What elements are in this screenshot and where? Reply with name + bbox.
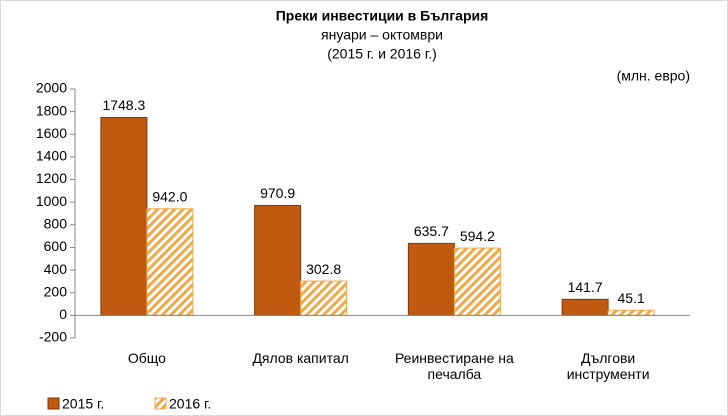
- chart-subtitle: (2015 г. и 2016 г.): [327, 46, 437, 62]
- y-tick-label: -200: [39, 329, 67, 345]
- bar: [254, 204, 302, 316]
- x-tick-label: Дялов капитал: [252, 350, 349, 366]
- y-tick-label: 400: [44, 261, 68, 277]
- y-tick-label: 1600: [36, 125, 67, 141]
- bar: [561, 298, 609, 316]
- value-label: 1748.3: [102, 97, 145, 113]
- bar: [300, 280, 348, 316]
- legend-swatch: [154, 397, 167, 410]
- y-tick-label: 0: [59, 306, 67, 322]
- legend-swatch: [47, 397, 60, 410]
- chart-title: Преки инвестиции в България: [276, 8, 489, 24]
- x-tick-label: Общо: [127, 350, 166, 366]
- value-label: 302.8: [306, 261, 341, 277]
- bar: [407, 242, 455, 316]
- chart-subtitle: януари – октомври: [321, 27, 443, 43]
- x-tick-label: Дългови инструменти: [566, 350, 650, 382]
- value-label: 594.2: [460, 228, 495, 244]
- y-tick-label: 1000: [36, 193, 67, 209]
- value-label: 635.7: [414, 223, 449, 239]
- legend-label: 2016 г.: [169, 396, 211, 412]
- bar: [100, 116, 148, 316]
- y-tick-label: 600: [44, 238, 68, 254]
- bar: [607, 309, 655, 316]
- bar: [146, 208, 194, 316]
- legend-label: 2015 г.: [62, 396, 104, 412]
- value-label: 942.0: [152, 188, 187, 204]
- y-tick-label: 2000: [36, 80, 67, 96]
- unit-label: (млн. евро): [617, 68, 690, 84]
- value-label: 45.1: [618, 290, 645, 306]
- x-tick-label: Реинвестиране на печалба: [394, 350, 514, 382]
- y-tick-label: 1800: [36, 102, 67, 118]
- value-label: 141.7: [568, 279, 603, 295]
- y-tick-label: 800: [44, 216, 68, 232]
- y-tick-label: 1400: [36, 148, 67, 164]
- y-tick-label: 200: [44, 283, 68, 299]
- y-tick-label: 1200: [36, 170, 67, 186]
- bar: [453, 247, 501, 316]
- value-label: 970.9: [260, 185, 295, 201]
